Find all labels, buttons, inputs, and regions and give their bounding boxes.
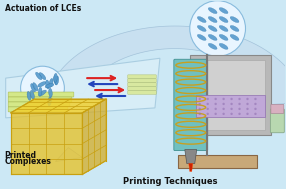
Ellipse shape xyxy=(208,26,217,32)
Ellipse shape xyxy=(197,34,206,40)
Ellipse shape xyxy=(219,16,228,22)
Ellipse shape xyxy=(219,8,228,14)
Circle shape xyxy=(238,108,241,110)
Ellipse shape xyxy=(30,90,34,99)
Circle shape xyxy=(231,103,233,105)
Ellipse shape xyxy=(49,78,53,87)
Ellipse shape xyxy=(208,43,217,49)
Circle shape xyxy=(246,103,249,105)
Ellipse shape xyxy=(197,16,206,22)
Circle shape xyxy=(206,113,209,115)
FancyBboxPatch shape xyxy=(196,60,265,130)
Circle shape xyxy=(214,103,217,105)
Circle shape xyxy=(238,113,241,115)
Circle shape xyxy=(190,1,245,56)
FancyBboxPatch shape xyxy=(8,107,68,112)
Polygon shape xyxy=(11,99,106,113)
Ellipse shape xyxy=(36,72,42,80)
Circle shape xyxy=(223,113,225,115)
Ellipse shape xyxy=(54,76,57,84)
Ellipse shape xyxy=(219,34,228,40)
Circle shape xyxy=(254,103,257,105)
Circle shape xyxy=(231,113,233,115)
Circle shape xyxy=(246,108,249,110)
FancyBboxPatch shape xyxy=(128,79,156,82)
Ellipse shape xyxy=(46,80,49,89)
Ellipse shape xyxy=(208,34,217,40)
Ellipse shape xyxy=(45,84,54,88)
Ellipse shape xyxy=(230,34,239,40)
Circle shape xyxy=(246,113,249,115)
Circle shape xyxy=(198,108,201,110)
Circle shape xyxy=(198,103,201,105)
Circle shape xyxy=(206,98,209,100)
Circle shape xyxy=(21,66,64,110)
Ellipse shape xyxy=(49,88,52,97)
Ellipse shape xyxy=(33,83,38,91)
Polygon shape xyxy=(240,55,257,72)
Polygon shape xyxy=(185,149,197,163)
FancyBboxPatch shape xyxy=(174,59,208,151)
Circle shape xyxy=(223,98,225,100)
Circle shape xyxy=(254,98,257,100)
Circle shape xyxy=(238,103,241,105)
Ellipse shape xyxy=(219,26,228,32)
Ellipse shape xyxy=(219,43,228,49)
FancyBboxPatch shape xyxy=(128,75,156,78)
Circle shape xyxy=(214,98,217,100)
Ellipse shape xyxy=(39,90,46,96)
Polygon shape xyxy=(11,113,82,174)
Circle shape xyxy=(223,108,225,110)
Circle shape xyxy=(238,98,241,100)
FancyBboxPatch shape xyxy=(8,92,74,97)
Circle shape xyxy=(231,98,233,100)
Polygon shape xyxy=(6,58,160,118)
FancyBboxPatch shape xyxy=(8,97,72,102)
FancyBboxPatch shape xyxy=(128,87,156,90)
Ellipse shape xyxy=(208,8,217,14)
Ellipse shape xyxy=(197,26,206,32)
Ellipse shape xyxy=(38,82,46,87)
FancyBboxPatch shape xyxy=(128,83,156,86)
FancyBboxPatch shape xyxy=(190,55,271,135)
FancyBboxPatch shape xyxy=(196,95,265,117)
Polygon shape xyxy=(189,163,193,171)
Text: Actuation of LCEs: Actuation of LCEs xyxy=(5,4,81,13)
Circle shape xyxy=(246,98,249,100)
Ellipse shape xyxy=(27,91,31,100)
Ellipse shape xyxy=(31,84,35,92)
Circle shape xyxy=(214,113,217,115)
Ellipse shape xyxy=(54,73,57,82)
Circle shape xyxy=(198,98,201,100)
Ellipse shape xyxy=(55,76,59,85)
Ellipse shape xyxy=(48,97,51,106)
Circle shape xyxy=(254,108,257,110)
Circle shape xyxy=(231,108,233,110)
Text: Printed: Printed xyxy=(5,150,37,160)
Circle shape xyxy=(206,103,209,105)
Ellipse shape xyxy=(230,16,239,22)
Ellipse shape xyxy=(208,16,217,22)
Circle shape xyxy=(254,113,257,115)
Ellipse shape xyxy=(38,87,42,96)
FancyBboxPatch shape xyxy=(270,109,284,133)
FancyBboxPatch shape xyxy=(178,155,257,168)
Polygon shape xyxy=(50,26,286,105)
Circle shape xyxy=(198,113,201,115)
Ellipse shape xyxy=(230,26,239,32)
Circle shape xyxy=(206,108,209,110)
Ellipse shape xyxy=(39,73,46,80)
Polygon shape xyxy=(55,148,82,162)
Circle shape xyxy=(214,108,217,110)
FancyBboxPatch shape xyxy=(271,105,284,113)
FancyBboxPatch shape xyxy=(128,91,156,94)
Text: Printing Techniques: Printing Techniques xyxy=(123,177,217,186)
Polygon shape xyxy=(82,99,106,174)
Text: Complexes: Complexes xyxy=(5,157,51,167)
Circle shape xyxy=(223,103,225,105)
FancyBboxPatch shape xyxy=(8,102,70,107)
